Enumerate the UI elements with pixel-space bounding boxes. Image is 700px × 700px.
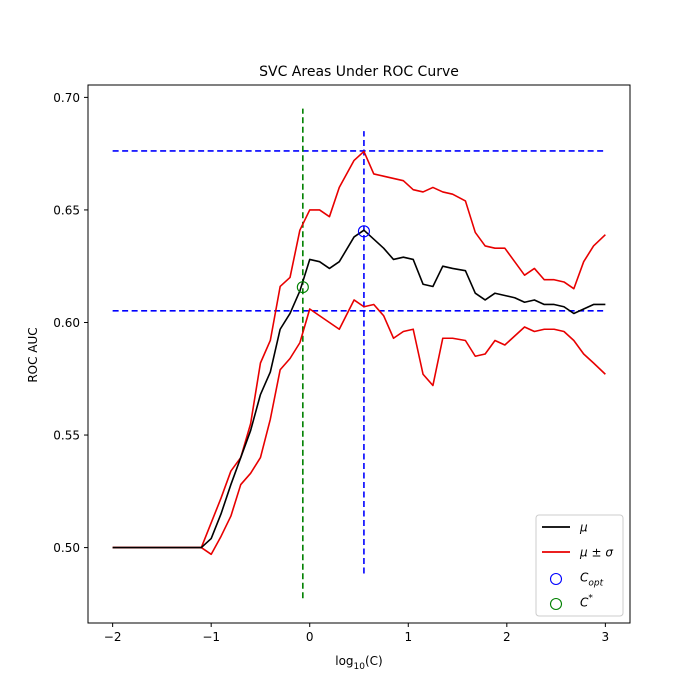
y-tick-label-2: 0.60 [53,316,80,330]
y-tick-label-3: 0.65 [53,203,80,217]
x-tick-label-3: 1 [404,630,412,644]
marker-1 [296,281,309,294]
legend-label-main-2: C [580,571,589,585]
legend-box [535,514,624,617]
y-axis-label: ROC AUC [26,327,40,382]
legend-label-0: μ [579,521,588,535]
x-tick-label-4: 2 [503,630,511,644]
legend-swatch-2 [549,572,563,586]
x-tick-label-5: 3 [602,630,610,644]
axes: −2 −1 0 1 2 3 0.50 0.55 0.60 0.65 0.70 [53,84,631,644]
plot-area [112,108,606,599]
legend-label-sub-2: opt [588,579,603,589]
y-tick-label-0: 0.50 [53,541,80,555]
legend-label-1: μ ± σ [579,546,613,560]
legend-label-3: C* [580,594,593,610]
legend-label-main-3: C [580,596,589,610]
y-tick-label-1: 0.55 [53,429,80,443]
x-axis-label-sub: 10 [354,662,366,672]
x-tick-label-0: −2 [104,630,122,644]
legend-label-2: Copt [580,571,604,589]
x-tick-label-2: 0 [306,630,314,644]
chart-title: SVC Areas Under ROC Curve [259,64,459,80]
marker-0 [357,225,370,238]
legend-label-sup-3: * [588,594,593,604]
legend-swatch-3 [549,597,563,611]
x-axis-label-arg: (C) [365,654,383,668]
x-axis-label-main: log [335,654,353,668]
x-tick-label-1: −1 [202,630,220,644]
axes-frame [87,84,631,624]
x-axis-label: log10(C) [335,654,383,672]
y-tick-label-4: 0.70 [53,91,80,105]
